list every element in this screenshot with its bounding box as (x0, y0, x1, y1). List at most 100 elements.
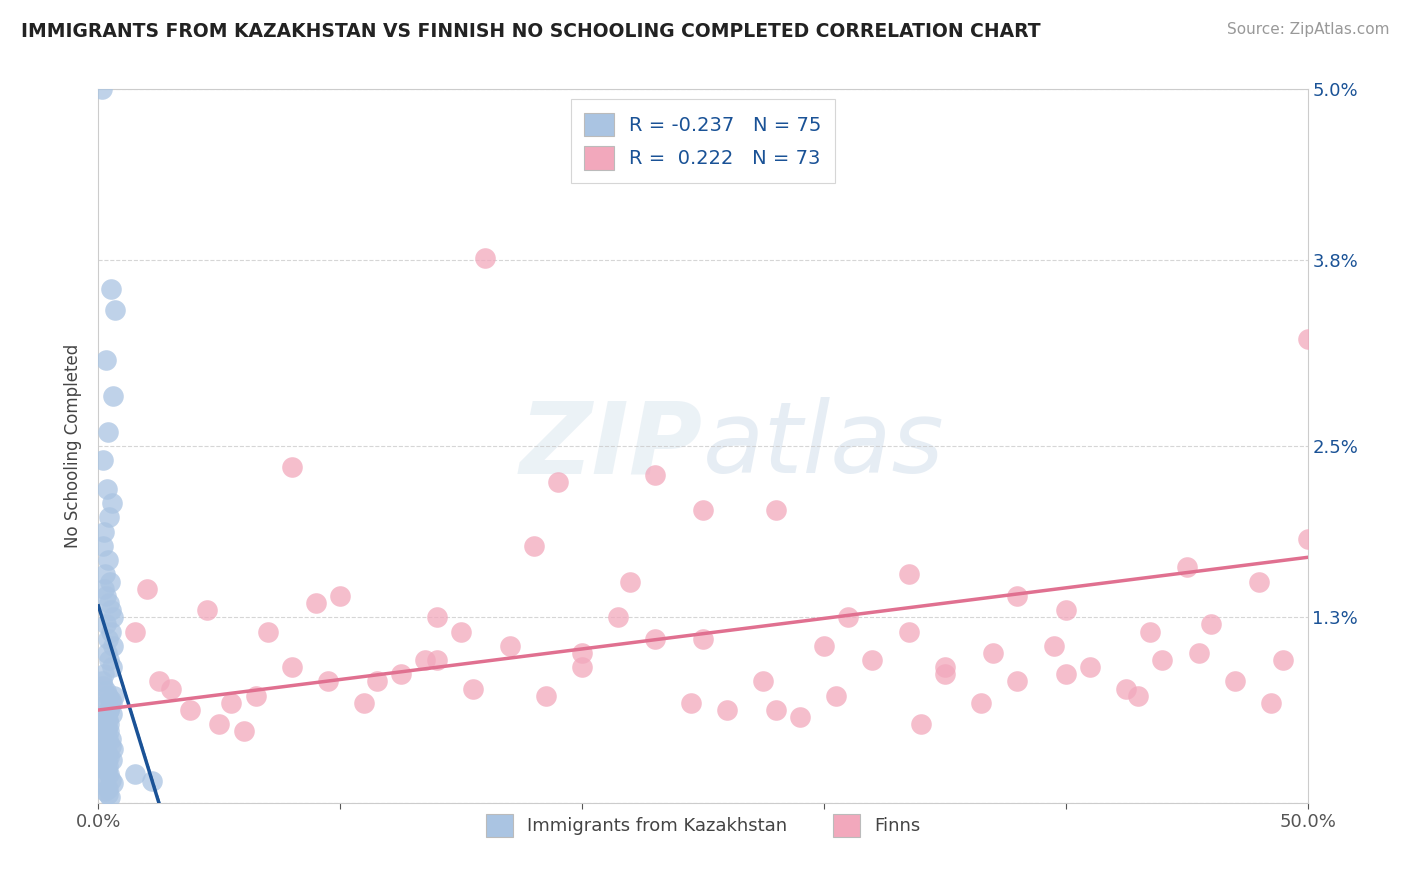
Point (97, 787, 120, 801)
Point (221, 696, 243, 710)
Point (765, 703, 787, 717)
Text: Source: ZipAtlas.com: Source: ZipAtlas.com (1226, 22, 1389, 37)
Text: ZIP: ZIP (520, 398, 703, 494)
Point (98, 724, 121, 739)
Point (837, 610, 859, 624)
Point (100, 739, 122, 753)
Point (96, 724, 118, 739)
Point (547, 475, 569, 489)
Point (825, 689, 848, 703)
Point (97, 553, 120, 567)
Point (789, 710, 811, 724)
Point (256, 624, 278, 639)
Point (104, 303, 127, 318)
Point (534, 689, 557, 703)
Point (91, 717, 114, 731)
Point (96, 646, 118, 660)
Point (100, 603, 122, 617)
Point (426, 610, 449, 624)
Point (1128, 689, 1150, 703)
Point (94, 784, 117, 798)
Point (94, 567, 117, 582)
Point (1078, 660, 1101, 674)
Point (97, 689, 120, 703)
Point (1152, 653, 1174, 667)
Point (91, 762, 114, 776)
Point (281, 460, 304, 475)
Point (1007, 674, 1029, 689)
Point (100, 731, 122, 746)
Y-axis label: No Schooling Completed: No Schooling Completed (65, 344, 83, 548)
Point (1054, 667, 1077, 681)
Point (100, 753, 122, 767)
Point (97, 713, 120, 727)
Point (93, 734, 115, 748)
Point (100, 772, 122, 787)
Point (96, 482, 118, 496)
Point (135, 582, 157, 596)
Point (981, 646, 1004, 660)
Point (1188, 646, 1211, 660)
Point (910, 717, 932, 731)
Point (94, 710, 117, 724)
Point (716, 703, 738, 717)
Point (1260, 696, 1282, 710)
Point (571, 660, 593, 674)
Point (1042, 639, 1064, 653)
Point (98, 703, 121, 717)
Point (103, 610, 125, 624)
Text: atlas: atlas (703, 398, 945, 494)
Point (619, 574, 641, 589)
Point (329, 589, 352, 603)
Point (571, 646, 593, 660)
Point (474, 251, 496, 265)
Point (97, 425, 120, 439)
Point (100, 660, 122, 674)
Point (96, 753, 118, 767)
Point (413, 653, 436, 667)
Point (813, 639, 835, 653)
Point (100, 707, 122, 722)
Point (1296, 532, 1319, 546)
Point (94, 779, 117, 793)
Point (98, 703, 121, 717)
Point (100, 496, 122, 510)
Point (91, 82, 114, 96)
Point (94, 727, 117, 741)
Point (93, 667, 115, 681)
Point (148, 674, 170, 689)
Point (98, 750, 121, 764)
Point (1199, 617, 1222, 632)
Point (897, 624, 920, 639)
Point (124, 767, 146, 781)
Point (98, 510, 121, 524)
Point (91, 674, 114, 689)
Point (1139, 624, 1161, 639)
Point (1223, 674, 1246, 689)
Point (232, 724, 254, 739)
Point (353, 696, 375, 710)
Point (498, 639, 520, 653)
Point (96, 589, 118, 603)
Point (141, 774, 163, 789)
Point (450, 624, 472, 639)
Point (679, 696, 702, 710)
Point (97, 632, 120, 646)
Point (101, 741, 124, 756)
Point (1007, 589, 1029, 603)
Point (179, 703, 201, 717)
Point (97, 731, 120, 746)
Point (100, 282, 122, 296)
Point (96, 722, 118, 736)
Point (934, 667, 956, 681)
Point (1296, 332, 1319, 346)
Point (100, 693, 122, 707)
Point (98, 790, 121, 805)
Point (305, 596, 328, 610)
Point (101, 389, 124, 403)
Point (91, 453, 114, 467)
Point (91, 679, 114, 693)
Point (1272, 653, 1295, 667)
Point (97, 717, 120, 731)
Point (970, 696, 993, 710)
